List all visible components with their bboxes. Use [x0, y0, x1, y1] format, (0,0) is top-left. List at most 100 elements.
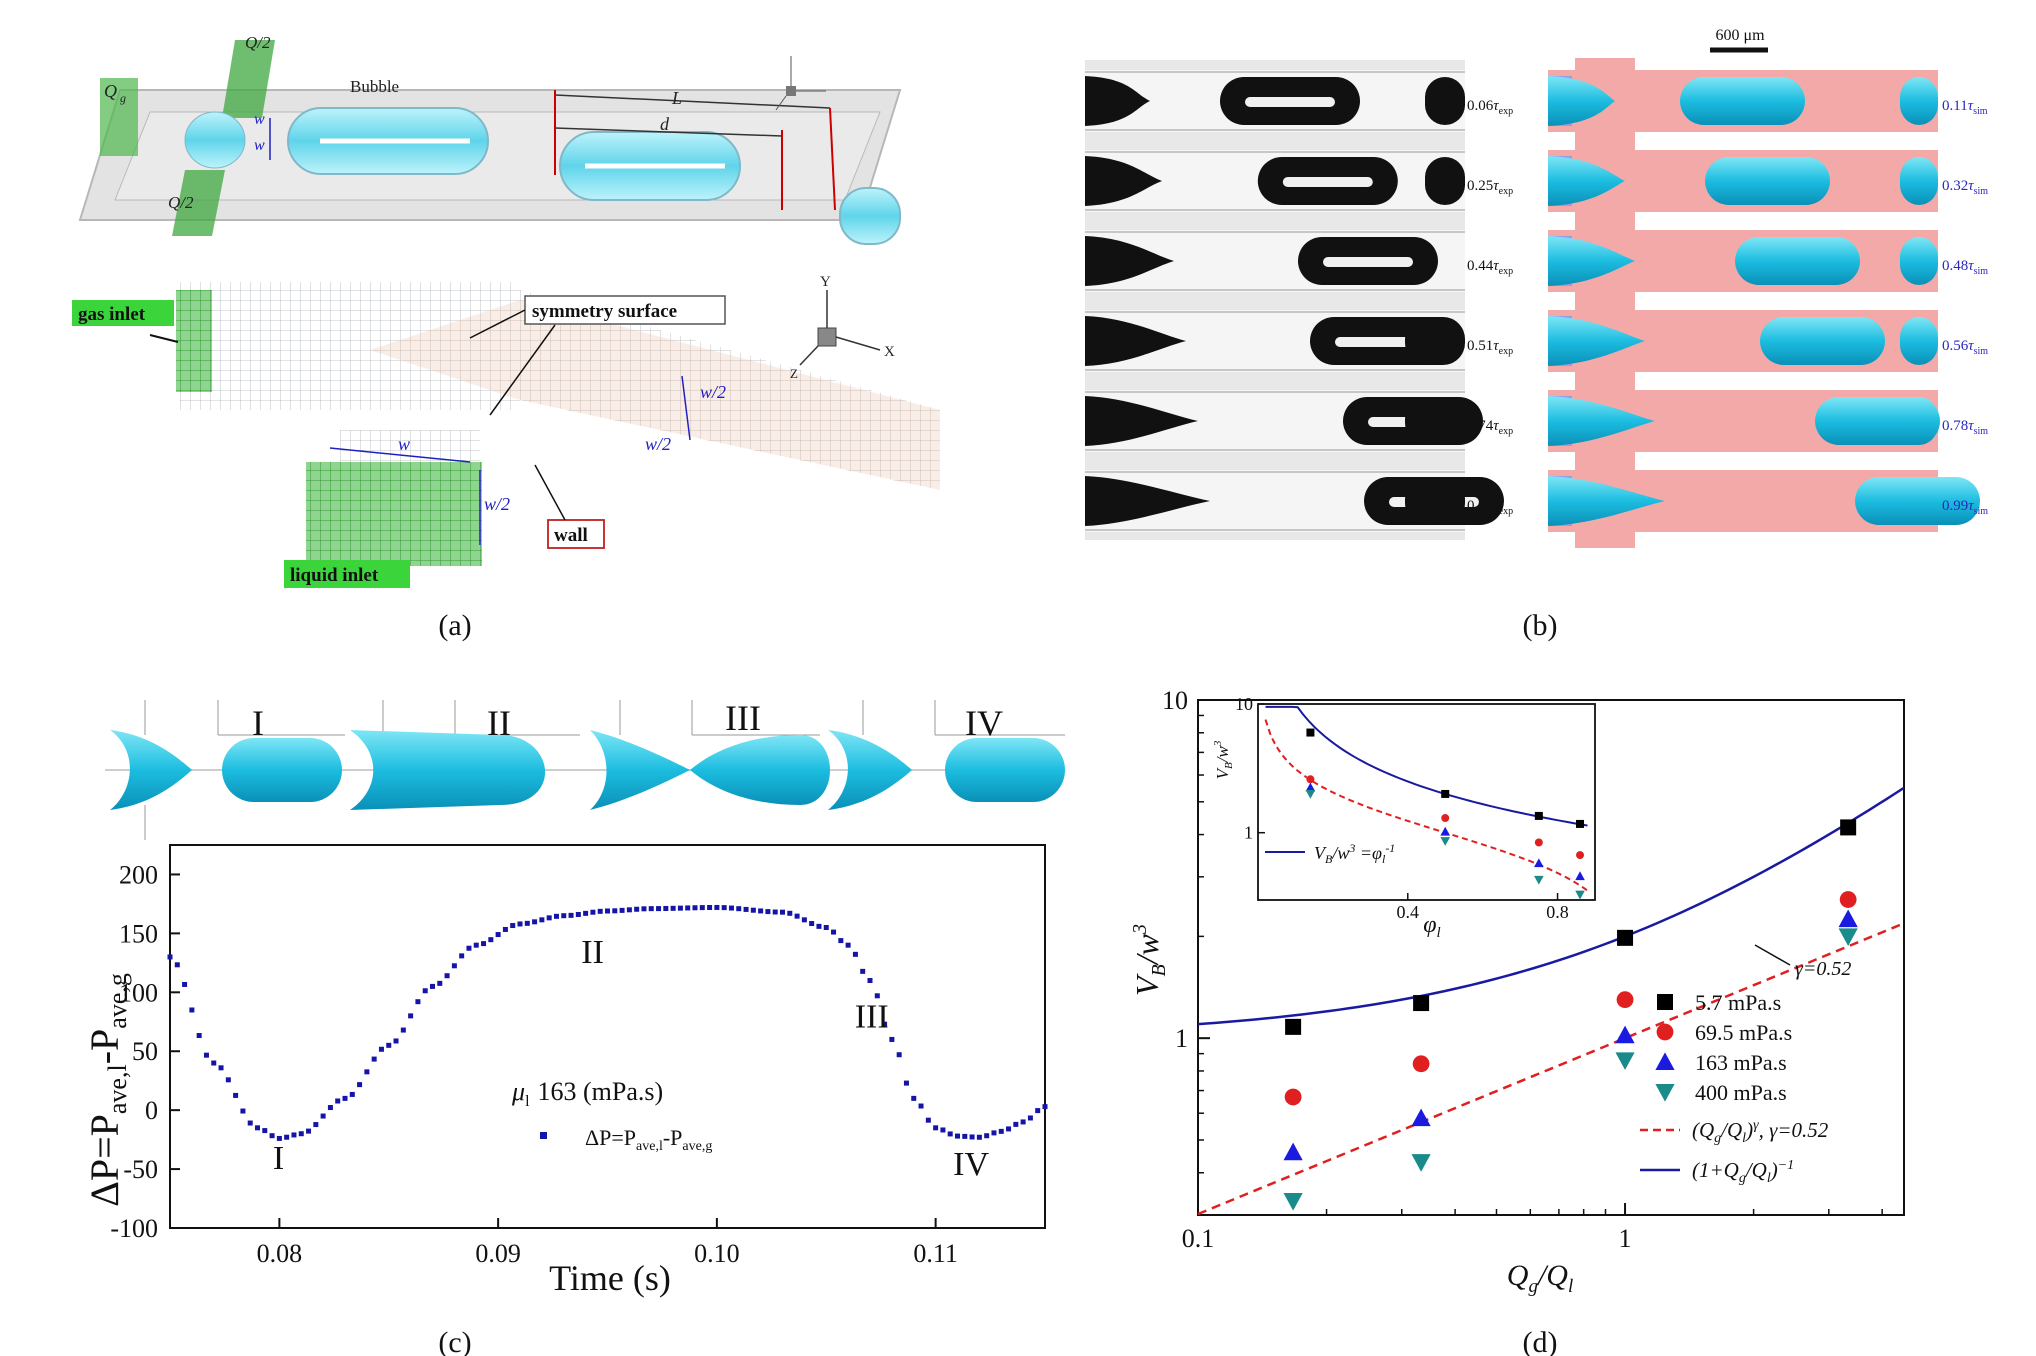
- c-data-point: [816, 923, 822, 929]
- mesh-wall-faces: [370, 300, 940, 490]
- c-xtick-label: 0.11: [913, 1239, 958, 1268]
- liquid-inlet-label-bg: [284, 560, 410, 588]
- caption-b: (b): [1523, 609, 1558, 642]
- c-data-point: [437, 980, 443, 986]
- c-annotation-II: II: [581, 934, 604, 971]
- c-data-point: [619, 907, 625, 913]
- c-data-point: [597, 908, 603, 914]
- inset-data-point: [1440, 837, 1451, 846]
- c-data-point: [874, 993, 880, 999]
- inset-ytick-label: 10: [1235, 694, 1253, 714]
- inset-data-point: [1575, 871, 1585, 881]
- inset-frame: [1257, 703, 1596, 901]
- sim-bubble-next: [1900, 157, 1938, 205]
- c-data-point: [831, 929, 837, 935]
- inset-data-point: [1306, 728, 1315, 737]
- d-data-point: [1615, 1052, 1635, 1070]
- caption-c: (c): [438, 1326, 471, 1356]
- c-data-point: [298, 1131, 304, 1137]
- c-data-point: [787, 910, 793, 916]
- stage-label-IV: IV: [965, 703, 1003, 743]
- sim-inlet-channel: [1575, 58, 1635, 548]
- c-data-point: [575, 911, 581, 917]
- c-data-point: [196, 1033, 202, 1039]
- c-data-point: [809, 921, 815, 927]
- dim-L: [554, 94, 831, 109]
- panel-d: 1 10 0.1 1 5.7 mPa.s 69.5 mPa.s 163 mPa.s 400 m…: [1129, 686, 1905, 1356]
- c-data-point: [422, 988, 428, 994]
- d-xtick-label: 1: [1619, 1224, 1632, 1253]
- inset-fit-dashed: [1264, 719, 1589, 892]
- stage-label-I: I: [252, 703, 264, 743]
- d-data-point: [1840, 819, 1857, 836]
- inset-xtick-label: 0.8: [1546, 902, 1569, 922]
- sim-inlet-tip: [1548, 156, 1625, 206]
- sim-time-label: 0.32τsim: [1942, 178, 1988, 197]
- c-data-point: [1035, 1108, 1041, 1114]
- c-data-point: [801, 917, 807, 923]
- inset-data-point: [1440, 826, 1451, 836]
- exp-inlet-tip: [1085, 156, 1162, 206]
- axis-gizmo-mesh: Y X Z: [790, 274, 895, 381]
- caption-a: (a): [438, 609, 471, 642]
- c-data-point: [677, 905, 683, 911]
- sim-bubble-next: [1900, 397, 1938, 445]
- c-plot-frame: [169, 844, 1046, 1229]
- d-ytick-label: 1: [1175, 1024, 1188, 1053]
- c-data-point: [459, 953, 465, 959]
- label-q2-top: Q/2: [245, 33, 271, 52]
- gas-inlet-label-bg: [72, 300, 174, 326]
- channel-schematic: Q g Q/2 Q/2 w w Bubble L d: [78, 33, 902, 245]
- liquid-face-top: [222, 40, 275, 118]
- stage-IV: [828, 700, 1065, 810]
- wall-arrow: [534, 464, 566, 521]
- c-data-point: [393, 1038, 399, 1044]
- d-xlabel: Qg/Ql: [1507, 1259, 1573, 1297]
- c-data-point: [255, 1125, 260, 1131]
- c-data-point: [896, 1052, 902, 1058]
- c-data-point: [400, 1027, 406, 1033]
- label-L: L: [671, 88, 682, 108]
- inset-data-point: [1441, 814, 1450, 823]
- exp-bubble-highlight: [1323, 257, 1413, 267]
- inset-legend-label: VB/w3 =φl-1: [1314, 841, 1395, 866]
- c-data-point: [269, 1133, 275, 1139]
- exp-inlet-tip: [1085, 236, 1174, 286]
- d-ytick-label: 10: [1162, 686, 1188, 715]
- symmetry-label: symmetry surface: [532, 301, 677, 322]
- c-data-point: [247, 1120, 253, 1126]
- c-data-point: [524, 920, 530, 926]
- c-data-point: [174, 962, 180, 968]
- axis-x: X: [884, 344, 895, 360]
- c-data-point: [918, 1103, 924, 1109]
- c-data-point: [553, 913, 559, 919]
- c-data-point: [335, 1098, 341, 1104]
- liquid-inlet-face: [306, 462, 482, 566]
- c-data-point: [823, 924, 829, 930]
- sim-bubble-next: [1900, 77, 1938, 125]
- c-data-point: [714, 904, 720, 910]
- d-legend-label: 163 mPa.s: [1695, 1050, 1787, 1075]
- c-data-point: [969, 1134, 975, 1140]
- d-data-point: [1284, 1088, 1302, 1106]
- c-data-point: [699, 905, 705, 911]
- sim-time-label: 0.56τsim: [1942, 338, 1988, 357]
- c-data-point: [386, 1042, 392, 1048]
- stage-III: [590, 700, 830, 810]
- inset-data-point: [1534, 811, 1543, 820]
- inset-data-point: [1576, 851, 1585, 860]
- caption-d: (d): [1523, 1326, 1558, 1356]
- c-xtick-label: 0.08: [257, 1239, 303, 1268]
- dim-tick-3: [829, 107, 836, 211]
- liquid-face-bottom: [172, 170, 225, 236]
- inset-fit-solid: [1265, 705, 1588, 827]
- c-data-point: [364, 1069, 370, 1075]
- c-data-point: [466, 945, 472, 951]
- bubble-3: [839, 187, 901, 245]
- c-data-point: [313, 1122, 319, 1128]
- c-data-point: [240, 1108, 246, 1114]
- stage-I: [110, 700, 345, 840]
- c-data-point: [991, 1130, 997, 1136]
- c-data-point: [284, 1134, 290, 1140]
